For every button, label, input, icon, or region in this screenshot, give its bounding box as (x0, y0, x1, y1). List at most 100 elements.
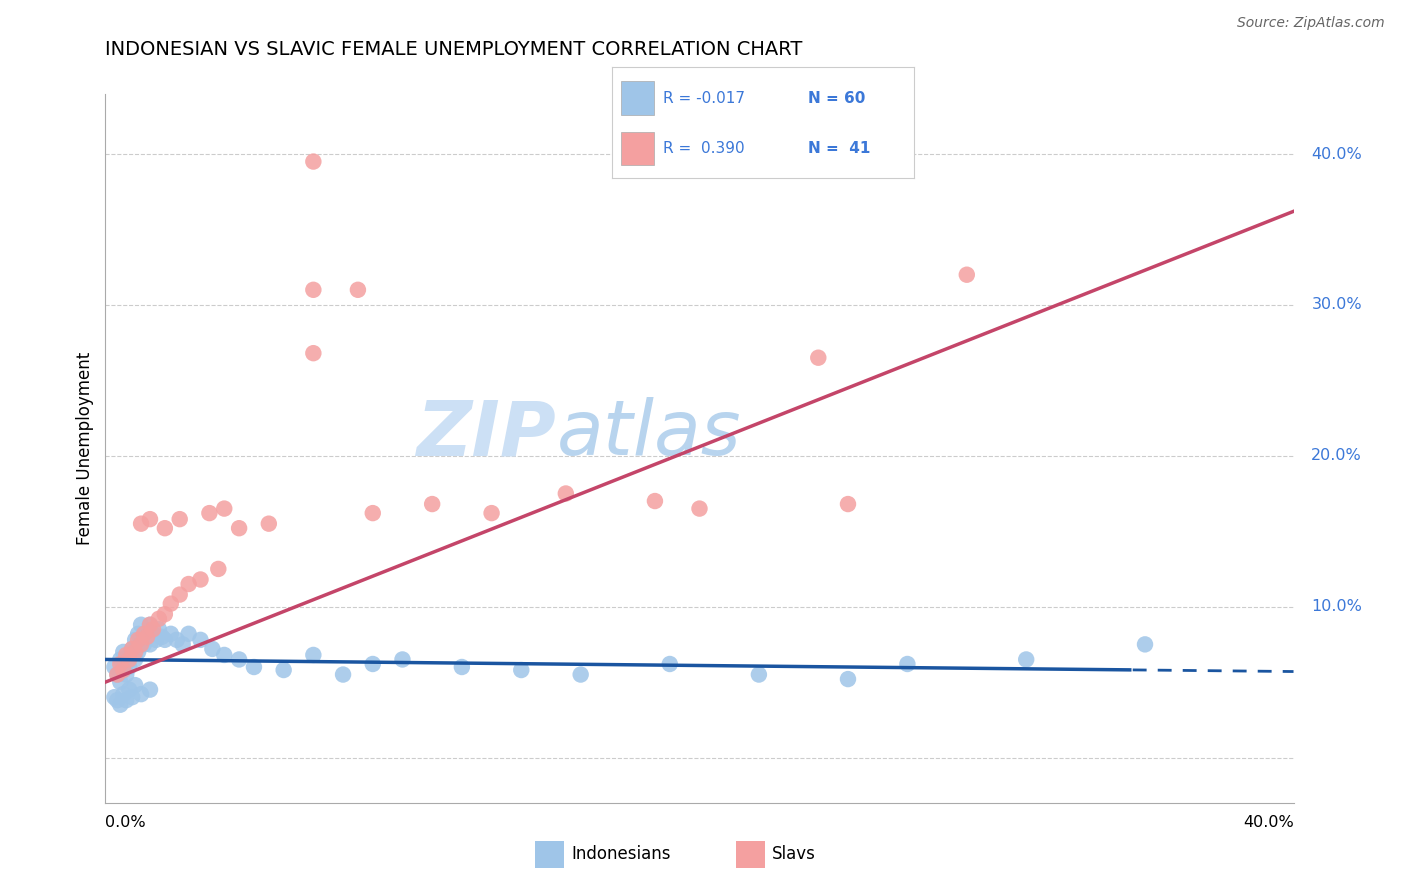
Point (136, 630, 159, 644)
Point (118, 660, 141, 674)
Point (569, 667, 592, 681)
Point (127, 627, 149, 641)
Point (207, 562, 229, 576)
Point (689, 501, 711, 516)
Point (132, 637, 155, 651)
Y-axis label: Female Unemployment: Female Unemployment (76, 351, 94, 545)
Point (807, 351, 830, 365)
Point (139, 637, 162, 651)
Point (139, 682, 162, 697)
Point (118, 682, 141, 697)
Point (420, 497, 443, 511)
Point (302, 154, 325, 169)
Point (257, 516, 280, 531)
Point (243, 660, 266, 674)
Point (139, 617, 162, 632)
Point (153, 632, 176, 647)
Bar (534, 841, 564, 868)
Point (105, 693, 128, 707)
Text: N =  41: N = 41 (808, 141, 870, 156)
Text: R =  0.390: R = 0.390 (664, 141, 745, 156)
Point (169, 512, 191, 526)
Point (110, 675, 132, 690)
Point (121, 641, 143, 656)
Point (129, 516, 152, 531)
Text: 30.0%: 30.0% (1312, 297, 1362, 312)
Point (391, 652, 413, 666)
Point (110, 698, 132, 712)
Bar (620, 131, 654, 165)
Point (361, 506, 384, 520)
Point (166, 632, 188, 647)
Point (228, 652, 250, 666)
Point (105, 667, 128, 681)
Point (148, 622, 170, 636)
Text: Slavs: Slavs (772, 845, 815, 863)
Point (115, 667, 138, 681)
Point (103, 660, 125, 674)
Point (302, 648, 325, 662)
Point (103, 690, 125, 705)
Point (148, 612, 170, 626)
Point (198, 506, 221, 520)
Point (481, 506, 503, 520)
Point (129, 637, 152, 651)
Point (124, 645, 146, 659)
Point (112, 663, 135, 677)
Point (127, 645, 149, 659)
Text: 0.0%: 0.0% (105, 815, 146, 830)
Point (644, 494, 666, 508)
Point (139, 512, 162, 526)
Point (228, 521, 250, 535)
Point (124, 652, 146, 666)
Point (159, 627, 181, 641)
Point (1133, 637, 1156, 651)
Point (177, 577, 200, 591)
Text: 40.0%: 40.0% (1243, 815, 1294, 830)
Bar (620, 81, 654, 115)
Point (139, 617, 162, 632)
Text: ZIP: ZIP (418, 397, 557, 471)
Point (142, 627, 165, 641)
Point (118, 652, 141, 666)
Bar (735, 841, 765, 868)
Text: 40.0%: 40.0% (1312, 146, 1362, 161)
Point (190, 573, 212, 587)
Point (554, 486, 576, 500)
Point (129, 687, 152, 701)
Point (132, 630, 155, 644)
Text: atlas: atlas (557, 397, 741, 471)
Point (136, 627, 159, 641)
Point (273, 663, 295, 677)
Point (169, 588, 191, 602)
Point (956, 268, 979, 282)
Point (124, 632, 146, 647)
Text: N = 60: N = 60 (808, 91, 866, 105)
Point (115, 648, 138, 662)
Point (129, 617, 152, 632)
Point (153, 521, 176, 535)
Point (177, 627, 200, 641)
Text: 10.0%: 10.0% (1312, 599, 1362, 615)
Point (361, 657, 384, 671)
Text: Source: ZipAtlas.com: Source: ZipAtlas.com (1237, 16, 1385, 30)
Point (132, 627, 155, 641)
Point (115, 657, 138, 671)
Point (172, 637, 194, 651)
Point (121, 641, 143, 656)
Point (201, 641, 224, 656)
Point (153, 607, 176, 622)
Point (837, 672, 859, 686)
Point (150, 630, 173, 644)
Point (142, 622, 165, 636)
Point (159, 597, 181, 611)
Point (658, 657, 681, 671)
Point (450, 660, 472, 674)
Point (896, 657, 918, 671)
Point (110, 652, 132, 666)
Point (214, 501, 236, 516)
Point (347, 283, 370, 297)
Text: INDONESIAN VS SLAVIC FEMALE UNEMPLOYMENT CORRELATION CHART: INDONESIAN VS SLAVIC FEMALE UNEMPLOYMENT… (105, 40, 803, 59)
Point (115, 693, 138, 707)
Point (302, 346, 325, 360)
